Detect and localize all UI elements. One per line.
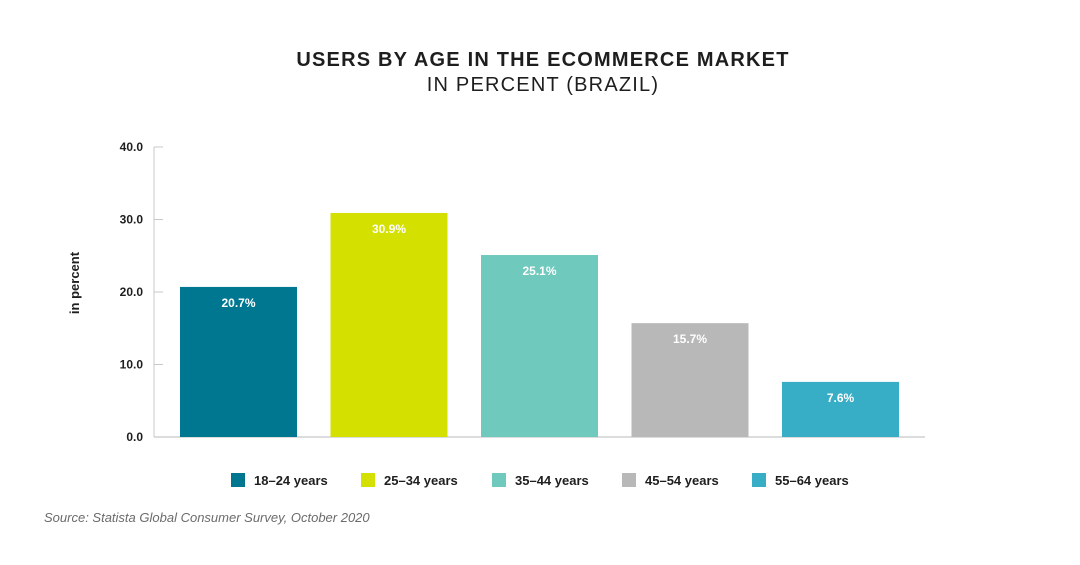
bar-35-44-years xyxy=(481,255,598,437)
bar-value-label: 7.6% xyxy=(827,391,855,405)
bar-value-label: 20.7% xyxy=(221,296,255,310)
y-axis-label: in percent xyxy=(67,251,82,314)
legend-swatch xyxy=(492,473,506,487)
y-tick-label: 30.0 xyxy=(120,213,144,227)
legend-swatch xyxy=(622,473,636,487)
legend-label: 18–24 years xyxy=(254,472,328,488)
legend-item: 25–34 years xyxy=(361,471,458,489)
chart-subtitle: IN PERCENT (BRAZIL) xyxy=(426,74,660,96)
legend-label: 55–64 years xyxy=(775,472,849,488)
y-tick-label: 10.0 xyxy=(120,358,144,372)
legend-swatch xyxy=(231,473,245,487)
bar-55-64-years xyxy=(782,381,899,437)
bar-value-label: 30.9% xyxy=(372,222,406,236)
legend-item: 45–54 years xyxy=(622,471,719,489)
legend-label: 25–34 years xyxy=(384,472,458,488)
bar-45-54-years xyxy=(631,323,749,437)
legend-label: 45–54 years xyxy=(645,472,719,488)
bar-value-label: 25.1% xyxy=(522,264,556,278)
legend-label: 35–44 years xyxy=(515,472,589,488)
y-tick-label: 20.0 xyxy=(120,285,144,299)
y-tick-label: 0.0 xyxy=(126,430,143,444)
y-tick-label: 40.0 xyxy=(120,140,144,154)
source-note: Source: Statista Global Consumer Survey,… xyxy=(44,510,370,525)
chart-legend: 18–24 years 25–34 years 35–44 years 45–54 y… xyxy=(0,471,1080,491)
legend-item: 18–24 years xyxy=(231,471,328,489)
bar-25-34-years xyxy=(330,212,448,437)
bar-value-label: 15.7% xyxy=(673,332,707,346)
legend-item: 35–44 years xyxy=(492,471,589,489)
legend-swatch xyxy=(752,473,766,487)
legend-item: 55–64 years xyxy=(752,471,849,489)
bar-18-24-years xyxy=(180,286,297,437)
legend-swatch xyxy=(361,473,375,487)
chart-title: USERS BY AGE IN THE ECOMMERCE MARKET xyxy=(296,49,790,71)
